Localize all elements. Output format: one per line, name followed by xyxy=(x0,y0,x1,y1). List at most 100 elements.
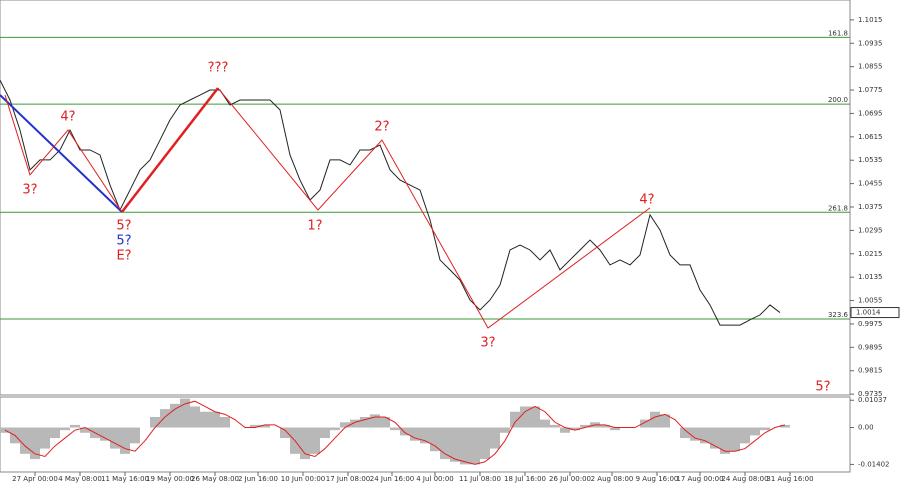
y-tick-label: 1.0215 xyxy=(858,250,883,258)
osc-bar xyxy=(440,427,450,460)
wave-line xyxy=(217,87,651,329)
osc-bar xyxy=(390,427,400,431)
y-tick-label: 1.0055 xyxy=(858,297,883,305)
x-tick-label: 4 May 08:00 xyxy=(58,475,102,483)
y-tick-label: 1.0535 xyxy=(858,156,883,164)
osc-bar xyxy=(710,427,720,449)
y-tick-label: 1.0775 xyxy=(858,86,883,94)
last-price-box xyxy=(850,307,900,319)
y-tick-label: 0.01037 xyxy=(858,396,887,404)
osc-bar xyxy=(500,427,510,433)
x-tick-label: 9 Aug 16:00 xyxy=(636,475,679,483)
y-tick-label: 1.0695 xyxy=(858,109,883,117)
osc-bar xyxy=(200,411,210,428)
y-tick-label: -0.01402 xyxy=(858,460,889,468)
osc-bar xyxy=(150,417,160,428)
osc-bar xyxy=(260,424,270,428)
x-tick-label: 2 Jun 16:00 xyxy=(238,475,278,483)
osc-bar xyxy=(280,427,290,439)
osc-bar xyxy=(400,427,410,436)
osc-bar xyxy=(20,427,30,454)
osc-bar xyxy=(60,427,70,431)
osc-bar xyxy=(460,427,470,465)
x-tick-label: 24 Aug 08:00 xyxy=(721,475,768,483)
price-line xyxy=(0,79,781,326)
x-tick-label: 10 Jun 00:00 xyxy=(281,475,325,483)
wave-label: 3? xyxy=(480,335,495,350)
osc-bar xyxy=(650,411,660,428)
osc-bar xyxy=(250,424,260,428)
wave-label: 1? xyxy=(307,219,322,234)
last-price: 1.0014 xyxy=(856,309,881,317)
price-frame xyxy=(0,0,851,396)
wave-label: 5? xyxy=(116,233,131,248)
osc-bar xyxy=(540,419,550,428)
oscillator-frame xyxy=(0,396,851,473)
osc-bar xyxy=(160,409,170,428)
fib-label: 200.0 xyxy=(828,96,848,104)
osc-bar xyxy=(360,417,370,428)
x-tick-label: 11 Jul 08:00 xyxy=(459,475,501,483)
osc-bar xyxy=(40,427,50,449)
osc-bar xyxy=(340,422,350,428)
fib-label: 261.8 xyxy=(828,204,848,212)
x-tick-label: 17 Aug 00:00 xyxy=(676,475,723,483)
x-tick-label: 31 Aug 16:00 xyxy=(766,475,813,483)
osc-bar xyxy=(690,427,700,441)
y-tick-label: 0.9815 xyxy=(858,367,883,375)
wave-label: 2? xyxy=(374,119,389,134)
osc-bar xyxy=(450,427,460,462)
osc-bar xyxy=(530,406,540,428)
osc-bar xyxy=(640,419,650,428)
osc-bar xyxy=(750,427,760,436)
osc-bar xyxy=(170,403,180,428)
osc-bar xyxy=(210,411,220,428)
osc-bar xyxy=(780,424,790,428)
signal-line xyxy=(4,400,786,465)
wave-label: 4? xyxy=(60,109,75,124)
osc-bar xyxy=(760,427,770,431)
osc-bar xyxy=(470,427,480,465)
osc-bar xyxy=(420,427,430,444)
x-tick-label: 27 Apr 00:00 xyxy=(12,475,58,483)
osc-bar xyxy=(330,427,340,431)
osc-bar xyxy=(320,427,330,439)
osc-bar xyxy=(520,406,530,428)
wave-line xyxy=(0,94,123,213)
osc-bar xyxy=(550,424,560,428)
wave-label: 4? xyxy=(639,192,654,207)
x-tick-label: 19 May 00:00 xyxy=(146,475,194,483)
x-tick-label: 26 Jul 00:00 xyxy=(549,475,591,483)
x-tick-label: 11 May 16:00 xyxy=(101,475,149,483)
x-tick-label: 24 Jun 16:00 xyxy=(370,475,414,483)
osc-bar xyxy=(560,427,570,433)
y-tick-label: 1.0935 xyxy=(858,39,883,47)
osc-bar xyxy=(380,417,390,428)
y-tick-label: 0.00 xyxy=(858,424,874,432)
osc-bar xyxy=(730,427,740,452)
osc-bar xyxy=(350,419,360,428)
wave-label: ??? xyxy=(208,61,229,76)
osc-bar xyxy=(430,427,440,452)
osc-bar xyxy=(100,427,110,441)
osc-bar xyxy=(740,427,750,444)
osc-bar xyxy=(660,414,670,428)
osc-bar xyxy=(370,414,380,428)
y-tick-label: 1.1015 xyxy=(858,16,883,24)
osc-bar xyxy=(190,406,200,428)
x-tick-label: 18 Jul 16:00 xyxy=(504,475,546,483)
osc-bar xyxy=(30,427,40,460)
wave-line xyxy=(4,94,123,213)
osc-bar xyxy=(600,424,610,428)
y-tick-label: 1.0615 xyxy=(858,133,883,141)
x-tick-label: 17 Jun 08:00 xyxy=(326,475,370,483)
x-tick-label: 26 May 08:00 xyxy=(191,475,239,483)
y-tick-label: 0.9895 xyxy=(858,343,883,351)
osc-bar xyxy=(80,427,90,433)
fib-label: 161.8 xyxy=(828,29,848,37)
y-tick-label: 0.9735 xyxy=(858,390,883,398)
x-tick-label: 4 Jul 00:00 xyxy=(416,475,454,483)
osc-bar xyxy=(700,427,710,444)
osc-bar xyxy=(580,424,590,428)
